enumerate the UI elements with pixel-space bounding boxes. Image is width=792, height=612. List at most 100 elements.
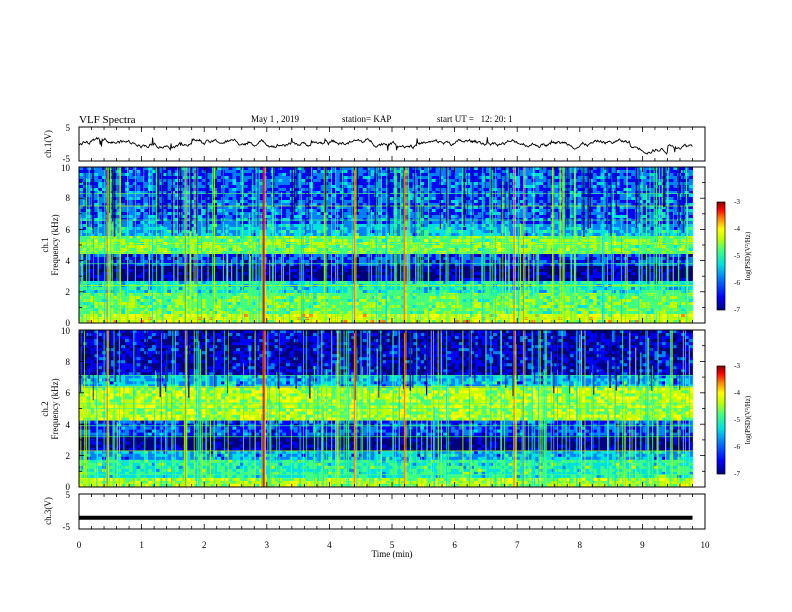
spectrogram-cell [439,227,444,231]
spectrogram-cell [213,230,218,234]
spectrogram-cell [79,185,84,189]
spectrogram-cell [397,224,402,228]
spectrogram-cell [439,194,444,198]
spectrogram-cell [631,188,636,192]
spectrogram-cell [420,236,425,240]
spectrogram-cell [109,167,114,171]
spectrogram-cell [439,254,444,258]
spectrogram-cell [274,233,279,237]
spectrogram-cell [611,221,617,225]
spectrogram-cell [650,236,655,240]
spectrogram-cell [370,248,375,252]
spectrogram-cell [539,203,544,207]
spectrogram-cell [677,230,682,234]
spectrogram-cell [351,227,356,231]
spectrogram-cell [535,233,540,237]
spectrogram-cell [642,224,647,228]
spectrogram-cell [79,206,84,210]
spectrogram-cell [688,191,693,195]
spectrogram-cell [646,173,651,177]
spectrogram-cell [140,179,145,183]
spectrogram-cell [596,200,601,204]
spectrogram-cell [328,194,333,198]
spectrogram-cell [458,173,463,177]
spectrogram-cell [615,224,621,228]
spectrogram-cell [688,215,693,219]
spectrogram-cell [615,185,621,189]
spectrogram-cell [163,173,168,177]
spectrogram-cell [508,245,513,249]
spectrogram-cell [105,239,111,243]
spectrogram-cell [408,239,413,243]
spectrogram-cell [585,197,590,201]
spectrogram-cell [523,248,528,252]
spectrogram-cell [236,224,241,228]
spectrogram-cell [98,212,103,216]
spectrogram-cell [596,206,601,210]
spectrogram-cell [596,236,601,240]
spectrogram-cell [362,197,367,201]
spectrogram-cell [190,212,195,216]
spectrogram-cell [174,212,180,216]
spectrogram-cell [546,227,552,231]
spectrogram-cell [389,206,394,210]
spectrogram-cell [347,248,352,252]
spectrogram-cell [343,227,348,231]
spectrogram-cell [312,197,318,201]
spectrogram-cell [535,212,540,216]
spectrogram-cell [121,167,126,171]
spectrogram-cell [243,179,249,183]
spectrogram-cell [339,200,344,204]
spectrogram-cell [519,176,525,180]
spectrogram-cell [542,230,548,234]
spectrogram-cell [224,209,229,213]
spectrogram-cell [646,233,651,237]
spectrogram-cell [416,167,421,171]
spectrogram-cell [82,212,88,216]
spectrogram-cell [443,206,448,210]
spectrogram-cell [623,236,628,240]
spectrogram-cell [485,233,490,237]
spectrogram-cell [148,188,153,192]
spectrogram-cell [274,248,279,252]
spectrogram-cell [148,206,153,210]
spectrogram-cell [489,224,494,228]
spectrogram-cell [470,179,475,183]
spectrogram-cell [102,221,107,225]
spectrogram-cell [650,245,655,249]
spectrogram-cell [424,227,429,231]
spectrogram-cell [596,170,601,174]
spectrogram-cell [581,248,586,252]
spectrogram-cell [186,203,191,207]
spectrogram-cell [627,182,632,186]
spectrogram-cell [615,203,621,207]
spectrogram-cell [201,230,206,234]
spectrogram-cell [128,173,134,177]
spectrogram-cell [174,197,180,201]
spectrogram-cell [286,173,291,177]
spectrogram-cell [523,188,528,192]
spectrogram-cell [450,215,456,219]
spectrogram-cell [519,185,525,189]
spectrogram-cell [113,170,118,174]
spectrogram-cell [408,212,413,216]
spectrogram-cell [339,179,344,183]
spectrogram-cell [305,236,310,240]
spectrogram-cell [554,191,559,195]
spectrogram-cell [224,182,229,186]
spectrogram-cell [435,224,440,228]
spectrogram-cell [266,185,272,189]
spectrogram-cell [228,182,233,186]
spectrogram-cell [351,206,356,210]
spectrogram-cell [408,173,413,177]
spectrogram-cell [358,182,364,186]
spectrogram-cell [470,212,475,216]
spectrogram-cell [585,236,590,240]
spectrogram-cell [427,248,433,252]
spectrogram-cell [535,179,540,183]
spectrogram-cell [539,209,544,213]
spectrogram-cell [224,221,229,225]
spectrogram-cell [404,215,410,219]
spectrogram-cell [90,248,95,252]
spectrogram-cell [274,215,279,219]
